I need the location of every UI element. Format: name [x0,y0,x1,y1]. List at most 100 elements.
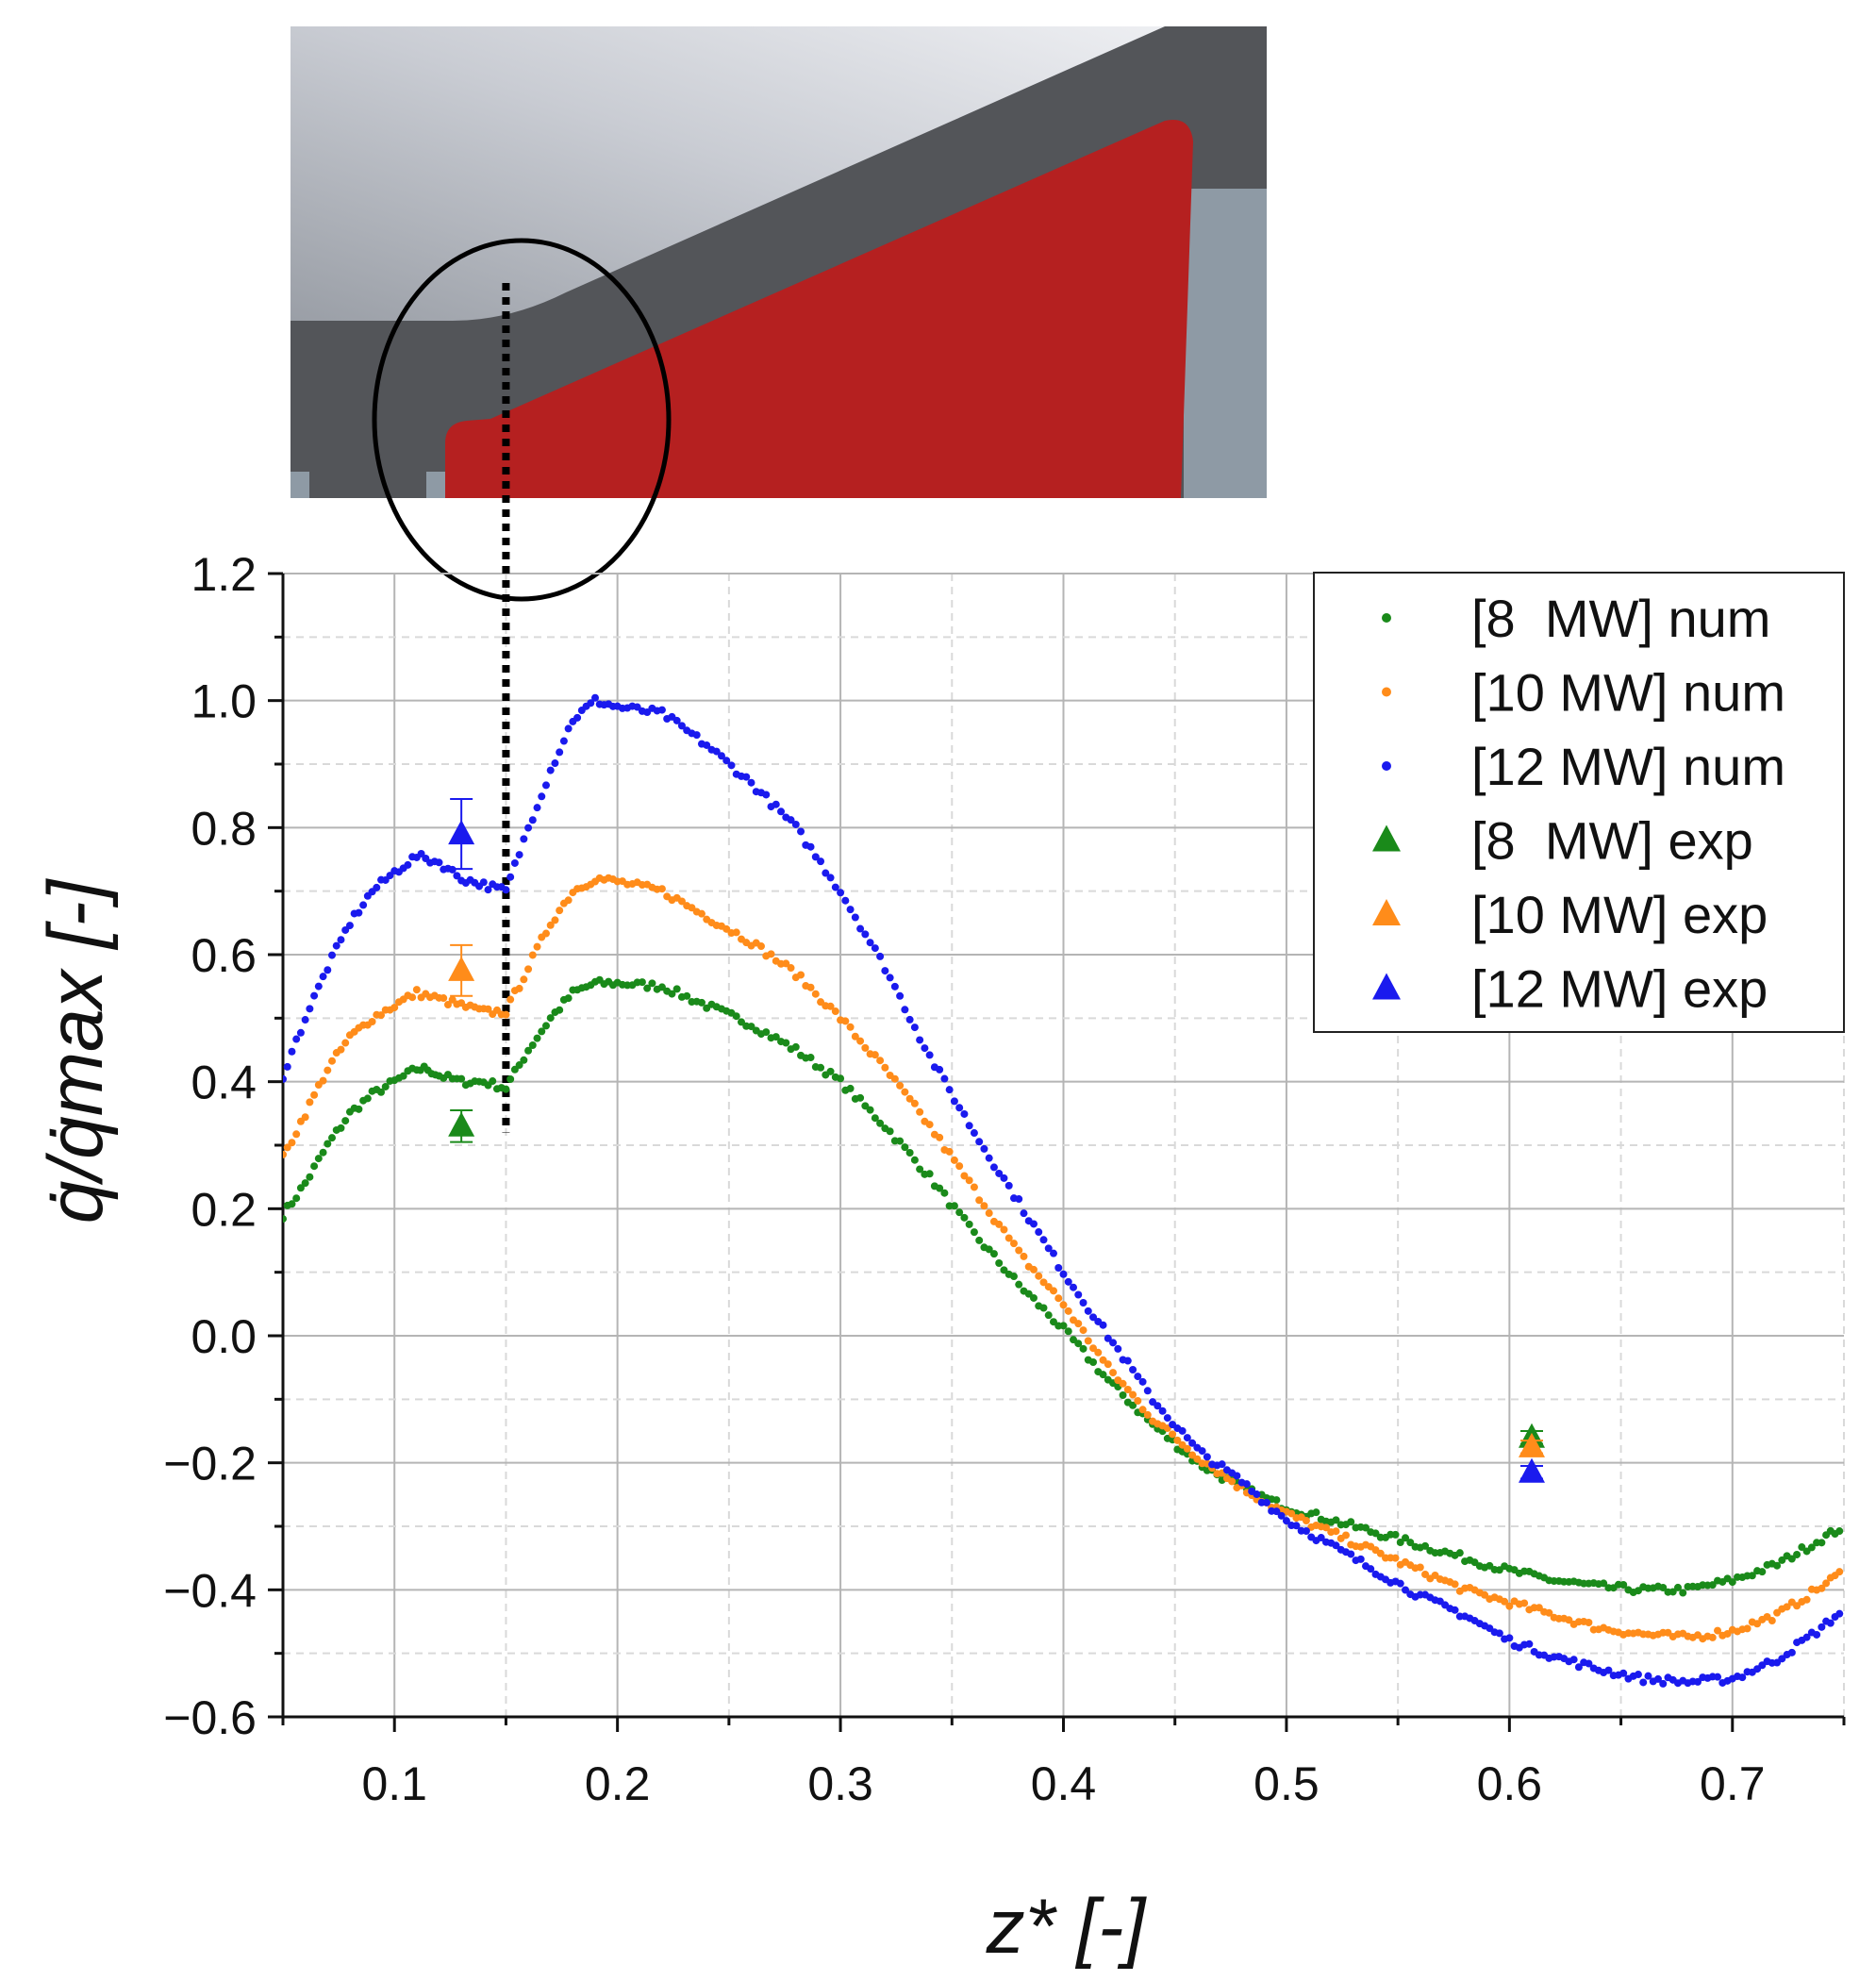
data-point [677,722,686,730]
data-point [905,1148,914,1157]
data-point [1049,1249,1057,1257]
data-point [1694,1677,1702,1686]
data-point [722,757,731,765]
data-point [757,942,766,951]
data-point [811,853,820,861]
data-point [1793,1550,1801,1558]
data-point [1802,1595,1811,1604]
data-point [1332,1527,1340,1536]
data-point [1451,1606,1459,1614]
data-point [1104,1334,1112,1342]
data-point [457,1074,466,1083]
data-point [960,1213,969,1222]
data-point [1391,1554,1400,1562]
data-point [936,1065,944,1074]
data-point [1138,1406,1147,1414]
data-point [1020,1209,1028,1218]
data-point [797,827,805,836]
data-point [737,1018,745,1026]
data-point [1818,1584,1826,1592]
y-tick-label: 1.0 [191,675,257,728]
data-point [556,907,564,915]
data-point [412,986,421,994]
data-point [916,1107,924,1116]
data-point [283,1143,291,1152]
data-point [985,1154,993,1162]
data-point [1287,1509,1296,1518]
data-point [896,1081,905,1090]
data-point [1094,1348,1103,1357]
data-point [1173,1436,1182,1444]
data-point [373,883,381,891]
x-tick-label: 0.1 [361,1757,427,1810]
data-point [712,747,721,756]
data-point [1242,1480,1251,1489]
data-point [283,1215,287,1224]
data-point [1773,1561,1782,1570]
data-point [985,1209,993,1218]
data-point [1347,1518,1355,1526]
data-point [1158,1407,1167,1415]
data-point [846,1084,855,1092]
x-tick-label: 0.7 [1700,1757,1766,1810]
data-point [1356,1555,1365,1563]
data-point [965,1220,973,1228]
data-point [337,1045,345,1054]
data-point [1282,1517,1290,1525]
data-point [1183,1434,1191,1442]
series--10-mw-exp [448,943,1545,1457]
data-point [965,1122,973,1130]
data-point [559,737,568,745]
data-point [871,1114,879,1123]
data-point [1505,1602,1514,1610]
data-point [806,983,815,991]
data-point [1312,1508,1320,1517]
data-point [1129,1401,1137,1409]
data-point [515,851,523,859]
data-point [520,835,528,843]
data-point [980,1202,988,1210]
data-point [1835,1609,1844,1618]
data-point [856,924,865,933]
legend-label: [12 MW] exp [1471,959,1768,1019]
data-point [1367,1565,1375,1573]
data-point [368,1018,376,1026]
data-point [1015,1195,1023,1204]
data-point [1004,1234,1013,1242]
data-point [817,1063,825,1072]
data-point [1015,1280,1023,1289]
data-point [856,1093,865,1102]
data-point [1396,1579,1404,1588]
data-point [672,985,681,993]
data-point [1738,1673,1747,1682]
data-point [1361,1523,1370,1532]
data-point [811,990,820,998]
data-point [747,1023,755,1031]
data-point [1753,1620,1762,1628]
data-point [925,1170,934,1178]
data-point [359,901,368,909]
data-point [1505,1634,1514,1642]
data-point [921,1044,929,1053]
data-point [345,922,354,930]
data-point [377,1088,386,1096]
data-point [910,1156,919,1164]
data-point [489,1077,497,1086]
series--10-mw-num [283,874,1844,1643]
y-tick-label: 1.2 [191,548,257,601]
data-point [1520,1599,1529,1607]
data-point [767,950,775,958]
data-point [1604,1666,1613,1674]
data-point [925,1051,934,1059]
data-point [866,939,874,947]
data-point [1341,1531,1350,1540]
data-point [1064,1327,1072,1336]
data-point [1787,1648,1796,1656]
exp-marker [1519,1457,1545,1483]
data-point [1064,1307,1072,1315]
data-point [1619,1669,1628,1677]
data-point [1070,1283,1078,1291]
data-point [1565,1616,1573,1624]
series--12-mw-num [283,693,1844,1688]
data-point [1178,1426,1187,1435]
